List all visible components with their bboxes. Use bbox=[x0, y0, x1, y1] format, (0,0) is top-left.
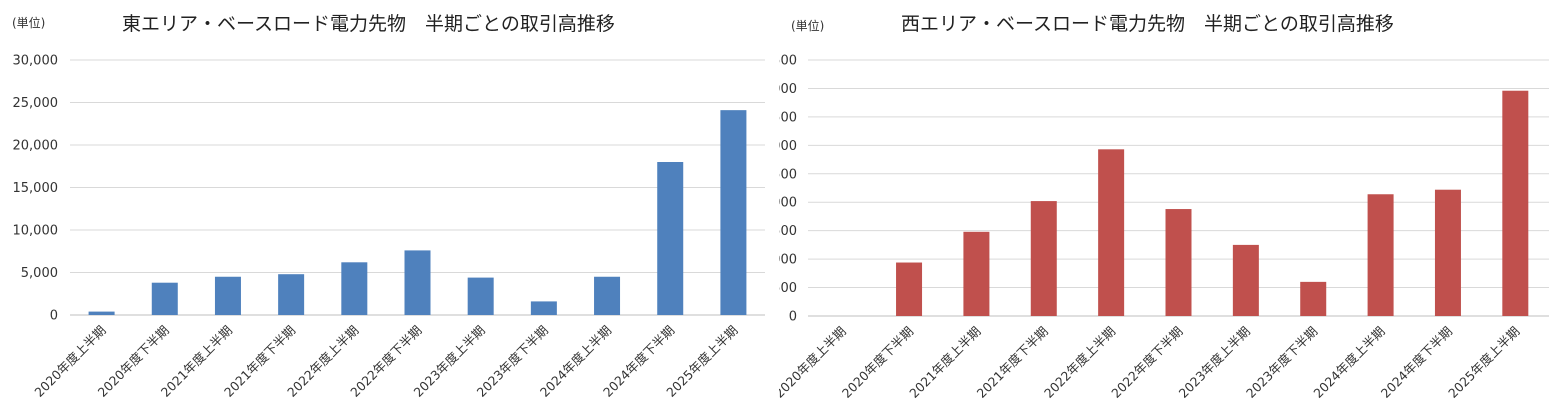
west-bar bbox=[1300, 281, 1327, 316]
west-y-tick-label: 4,500 bbox=[779, 54, 797, 69]
west-y-tick-label: 4,000 bbox=[779, 82, 797, 97]
west-chart: (単位) 西エリア・ベースロード電力先物 半期ごとの取引高推移 0 500 1,00… bbox=[779, 13, 1549, 401]
west-bar bbox=[1232, 244, 1259, 316]
east-bar bbox=[214, 276, 241, 315]
west-x-tick-label: 2022年度下半期 bbox=[1108, 324, 1185, 401]
west-x-tick-label: 2020年度上半期 bbox=[779, 324, 849, 401]
west-y-tick-label: 500 bbox=[779, 281, 797, 296]
west-bar bbox=[1098, 149, 1125, 316]
west-y-tick-label: 1,000 bbox=[779, 253, 797, 268]
west-y-tick-label: 2,000 bbox=[779, 196, 797, 211]
west-x-tick-label: 2025年度上半期 bbox=[1445, 324, 1522, 401]
west-x-tick-label: 2022年度上半期 bbox=[1041, 324, 1118, 401]
west-y-tick-label: 2,500 bbox=[779, 167, 797, 182]
west-unit-label: (単位) bbox=[791, 18, 824, 33]
west-bars bbox=[896, 90, 1529, 316]
east-bar bbox=[467, 277, 494, 315]
west-grid bbox=[808, 59, 1549, 317]
west-y-tick-label: 1,500 bbox=[779, 224, 797, 239]
west-bar bbox=[1165, 209, 1192, 316]
east-y-tick-label: 30,000 bbox=[13, 54, 59, 69]
east-y-tick-label: 25,000 bbox=[13, 96, 59, 111]
east-bar bbox=[404, 250, 431, 315]
west-x-tick-label: 2023年度下半期 bbox=[1243, 324, 1320, 401]
east-bar bbox=[720, 110, 747, 316]
east-y-tick-label: 0 bbox=[50, 309, 58, 324]
east-bar bbox=[341, 262, 368, 315]
west-y-axis: 0 500 1,000 1,500 2,000 2,500 3,000 3,500 4,000 4… bbox=[779, 54, 797, 325]
west-chart-title: 西エリア・ベースロード電力先物 半期ごとの取引高推移 bbox=[901, 13, 1394, 35]
west-x-tick-label: 2021年度上半期 bbox=[906, 324, 983, 401]
west-bar bbox=[963, 231, 990, 316]
west-bar bbox=[1367, 194, 1394, 316]
east-bar bbox=[594, 276, 621, 315]
west-x-tick-label: 2023年度上半期 bbox=[1176, 324, 1253, 401]
east-bars bbox=[88, 110, 747, 316]
east-grid bbox=[70, 59, 765, 316]
west-bar bbox=[1502, 90, 1529, 316]
east-chart-panel: (単位) 東エリア・ベースロード電力先物 半期ごとの取引高推移 0 5,000 10… bbox=[12, 13, 765, 400]
west-bar bbox=[1434, 189, 1461, 316]
east-bar bbox=[88, 311, 115, 315]
east-bar bbox=[530, 301, 557, 315]
west-x-tick-label: 2021年度下半期 bbox=[974, 324, 1051, 401]
east-chart-title: 東エリア・ベースロード電力先物 半期ごとの取引高推移 bbox=[122, 13, 615, 35]
west-chart-panel: (単位) 西エリア・ベースロード電力先物 半期ごとの取引高推移 0 500 1,00… bbox=[779, 0, 1558, 420]
east-bar bbox=[151, 282, 178, 315]
east-x-axis: 2020年度上半期2020年度下半期2021年度上半期2021年度下半期2022… bbox=[31, 323, 740, 400]
west-bar bbox=[896, 262, 923, 316]
west-x-tick-label: 2024年度上半期 bbox=[1310, 324, 1387, 401]
east-bar bbox=[278, 274, 305, 315]
west-x-tick-label: 2024年度下半期 bbox=[1378, 324, 1455, 401]
east-chart: (単位) 東エリア・ベースロード電力先物 半期ごとの取引高推移 0 5,000 10… bbox=[12, 13, 765, 400]
east-y-axis: 0 5,000 10,000 15,000 20,000 25,000 30,000 bbox=[13, 54, 59, 324]
east-unit-label: (単位) bbox=[12, 15, 45, 30]
west-x-axis: 2020年度上半期2020年度下半期2021年度上半期2021年度下半期2022… bbox=[779, 324, 1522, 401]
west-y-tick-label: 0 bbox=[789, 310, 797, 325]
east-y-tick-label: 15,000 bbox=[13, 181, 59, 196]
west-bar bbox=[1030, 201, 1057, 316]
west-y-tick-label: 3,500 bbox=[779, 110, 797, 125]
east-y-tick-label: 10,000 bbox=[13, 224, 59, 239]
east-bar bbox=[657, 162, 684, 315]
east-y-tick-label: 5,000 bbox=[21, 266, 58, 281]
west-x-tick-label: 2020年度下半期 bbox=[839, 324, 916, 401]
west-y-tick-label: 3,000 bbox=[779, 139, 797, 154]
east-y-tick-label: 20,000 bbox=[13, 139, 59, 154]
